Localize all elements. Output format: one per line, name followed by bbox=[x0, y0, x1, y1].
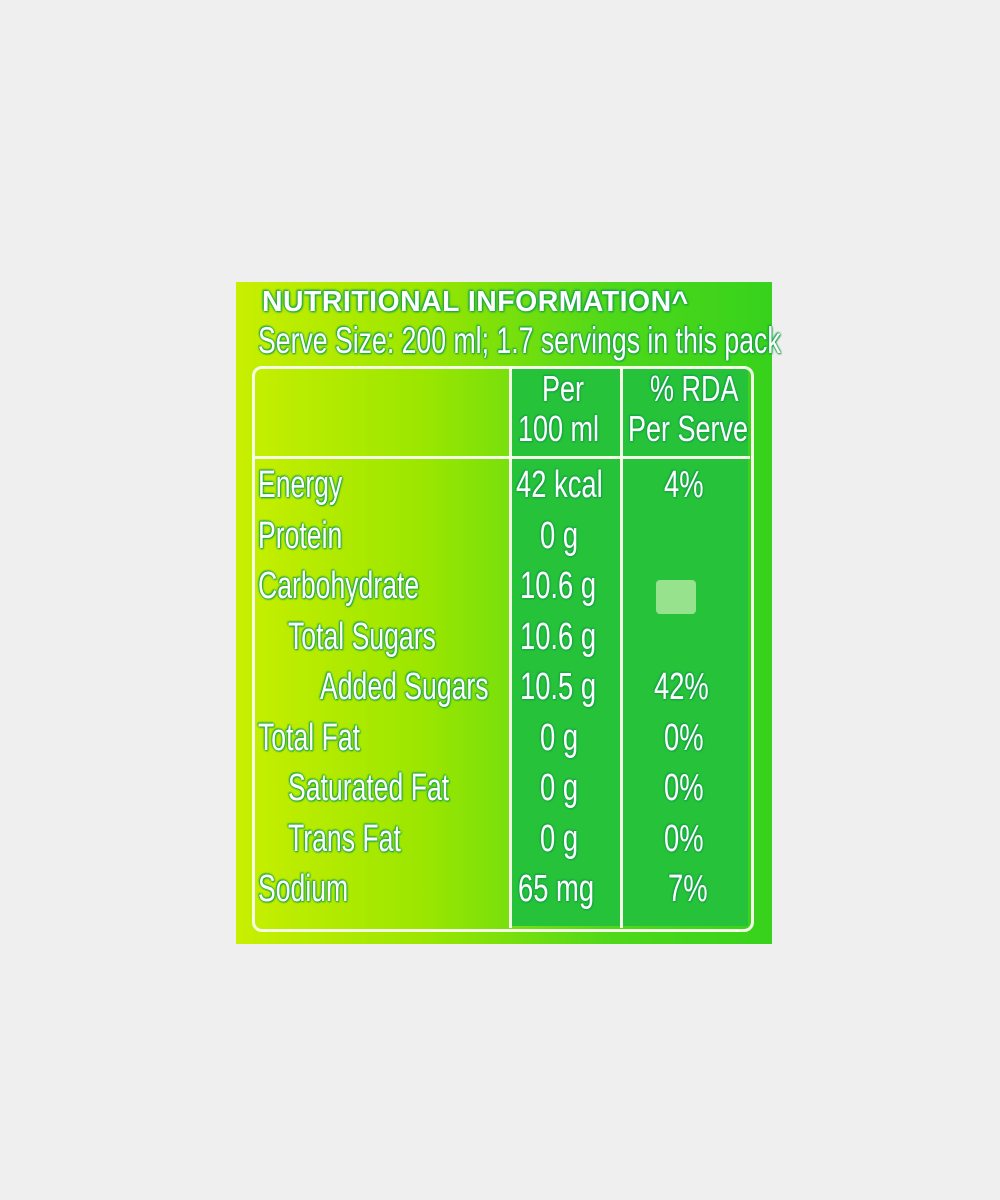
nutrient-rda: 0% bbox=[664, 767, 704, 809]
col-header-per-line1: Per bbox=[542, 368, 585, 409]
nutrient-value: 0 g bbox=[540, 716, 579, 759]
nutrient-name: Added Sugars bbox=[320, 666, 489, 708]
nutrition-table bbox=[252, 366, 754, 932]
nutrient-rda: 42% bbox=[654, 666, 709, 708]
nutrient-value: 10.6 g bbox=[520, 565, 597, 607]
nutrient-value: 10.5 g bbox=[520, 666, 597, 708]
nutrition-label: NUTRITIONAL INFORMATION^ Serve Size: 200… bbox=[236, 282, 781, 944]
nutrient-value: 0 g bbox=[540, 817, 579, 860]
nutrient-name: Trans Fat bbox=[288, 817, 401, 860]
nutrient-name: Total Sugars bbox=[288, 615, 436, 658]
nutrient-name: Protein bbox=[258, 514, 343, 557]
nutrient-value: 0 g bbox=[540, 767, 579, 809]
nutrient-rda: 0% bbox=[664, 817, 704, 860]
col-header-rda-line2: Per Serve bbox=[628, 408, 749, 449]
col-header-rda-line1: % RDA bbox=[650, 368, 739, 409]
nutrient-value: 0 g bbox=[540, 514, 579, 557]
nutrient-name: Energy bbox=[258, 464, 343, 506]
nutrient-rda: 0% bbox=[664, 716, 704, 759]
col-header-per-line2: 100 ml bbox=[518, 408, 600, 449]
column-divider bbox=[509, 368, 512, 928]
value-column-bg bbox=[512, 366, 748, 926]
nutrient-rda: 4% bbox=[664, 464, 704, 506]
header-divider bbox=[254, 456, 750, 459]
nutrient-name: Sodium bbox=[258, 868, 349, 910]
nutrient-value: 10.6 g bbox=[520, 615, 597, 658]
glare bbox=[656, 580, 696, 614]
nutrient-rda: 7% bbox=[668, 868, 708, 910]
column-divider bbox=[620, 368, 623, 928]
nutrient-name: Carbohydrate bbox=[258, 565, 420, 607]
nutrient-value: 42 kcal bbox=[516, 464, 603, 506]
nutrient-name: Total Fat bbox=[258, 716, 361, 759]
label-title: NUTRITIONAL INFORMATION^ bbox=[262, 286, 689, 318]
nutrient-value: 65 mg bbox=[518, 868, 595, 910]
nutrient-name: Saturated Fat bbox=[288, 767, 450, 809]
serve-size: Serve Size: 200 ml; 1.7 servings in this… bbox=[258, 320, 781, 361]
